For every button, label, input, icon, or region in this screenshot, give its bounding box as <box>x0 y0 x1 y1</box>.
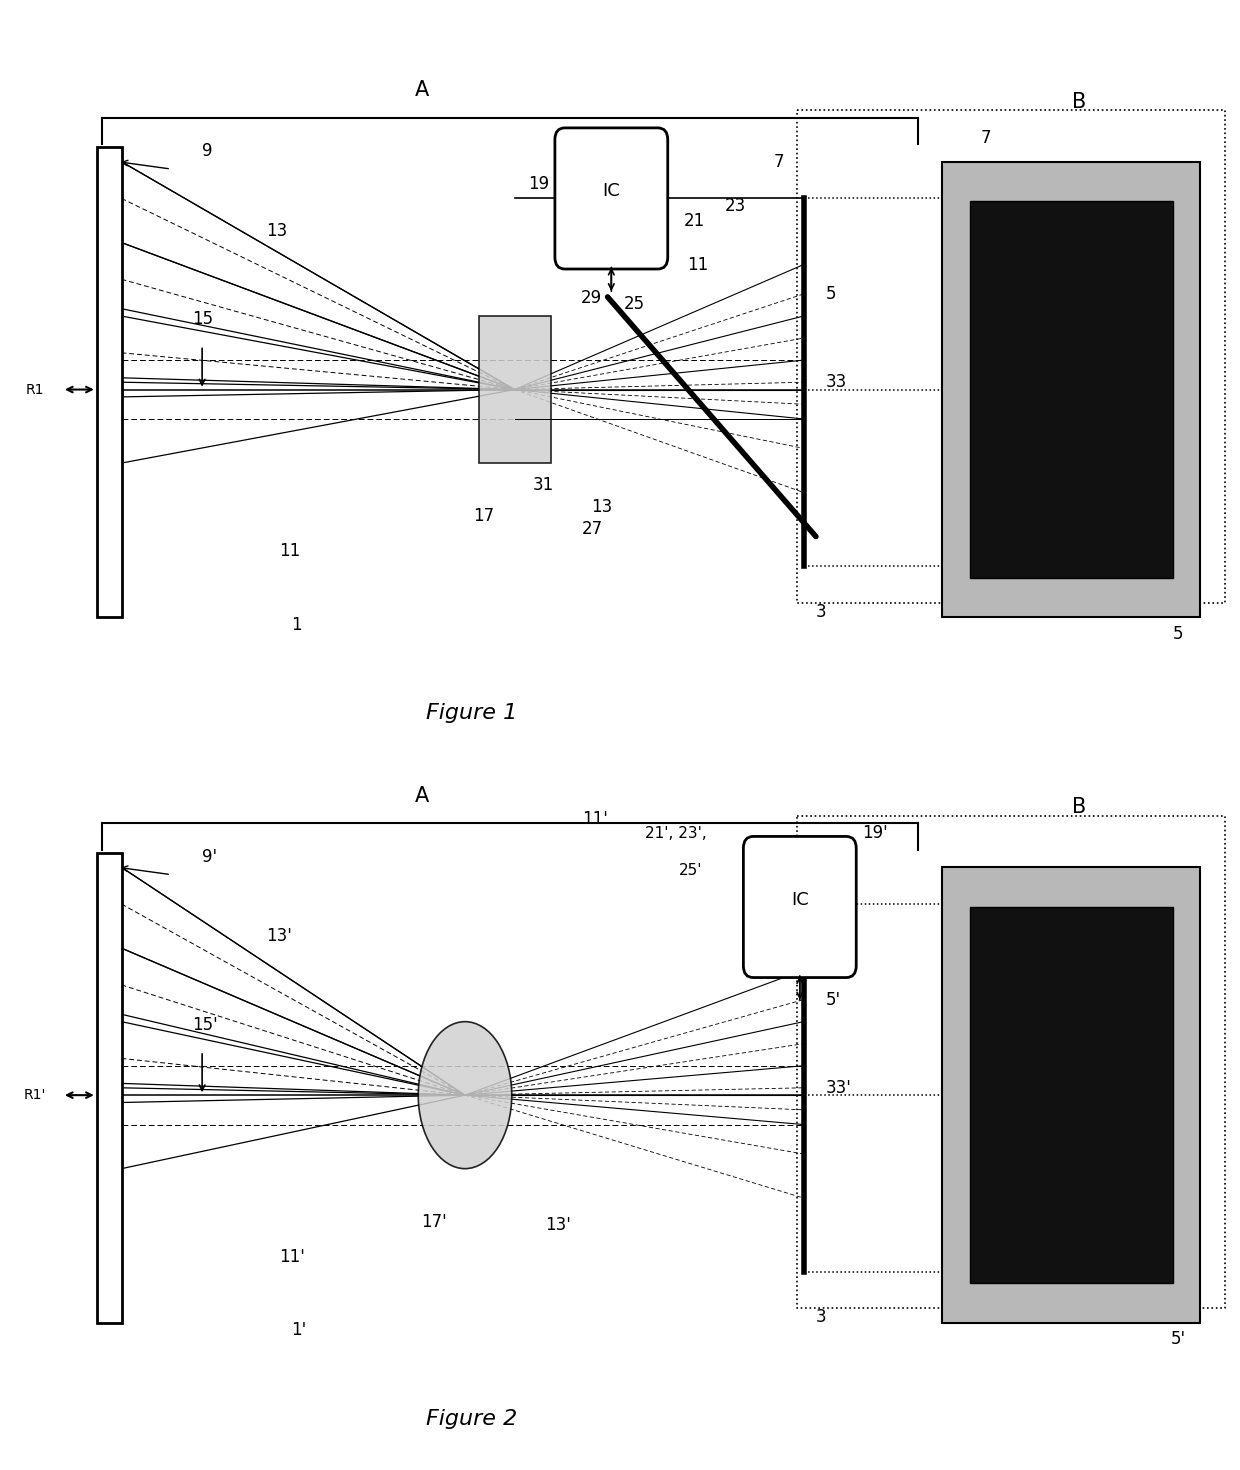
Text: 1': 1' <box>291 1322 306 1339</box>
Text: 7': 7' <box>831 913 846 931</box>
Text: 25: 25 <box>624 295 645 313</box>
Text: 21', 23',: 21', 23', <box>645 826 707 841</box>
Text: B: B <box>1071 797 1086 817</box>
Text: 13: 13 <box>590 498 613 516</box>
Text: 29: 29 <box>580 290 601 307</box>
Text: 17: 17 <box>472 507 495 525</box>
Text: R1: R1 <box>26 382 43 397</box>
Text: 11': 11' <box>583 810 608 828</box>
Text: 7: 7 <box>981 129 991 147</box>
Text: 13': 13' <box>267 928 293 945</box>
Text: 33: 33 <box>826 373 847 391</box>
Text: 13': 13' <box>546 1216 570 1233</box>
Text: 11: 11 <box>279 542 300 560</box>
Text: IC: IC <box>603 182 620 200</box>
Text: R1': R1' <box>24 1088 46 1102</box>
Text: B: B <box>1071 91 1086 112</box>
Text: 9: 9 <box>202 143 212 160</box>
Ellipse shape <box>418 1022 512 1169</box>
Text: 9': 9' <box>202 848 217 866</box>
Text: 13: 13 <box>267 222 288 240</box>
Text: 5: 5 <box>826 285 836 303</box>
Text: 15: 15 <box>192 310 213 328</box>
Bar <box>479 316 551 463</box>
Text: 5': 5' <box>826 991 841 1008</box>
Text: A: A <box>414 785 429 806</box>
Text: 11': 11' <box>279 1248 305 1266</box>
Text: A: A <box>414 79 429 100</box>
Text: 27: 27 <box>582 520 604 538</box>
Bar <box>942 162 1200 617</box>
Text: 7: 7 <box>774 153 784 171</box>
Bar <box>97 853 122 1323</box>
Text: 25': 25' <box>680 863 702 878</box>
Text: 23: 23 <box>724 197 746 215</box>
Text: 31: 31 <box>532 476 554 494</box>
Bar <box>97 147 122 617</box>
Bar <box>942 867 1200 1323</box>
Bar <box>970 907 1173 1283</box>
Text: Figure 1: Figure 1 <box>425 703 517 723</box>
Text: IC: IC <box>791 891 808 908</box>
Text: 5: 5 <box>1173 625 1183 642</box>
Text: 3: 3 <box>816 1308 827 1326</box>
Text: 19: 19 <box>528 175 549 193</box>
Text: 5': 5' <box>1171 1330 1185 1348</box>
Text: 1: 1 <box>291 616 303 634</box>
Text: 17': 17' <box>422 1213 446 1230</box>
Text: 19': 19' <box>862 825 888 842</box>
Text: 3: 3 <box>816 603 827 620</box>
Bar <box>970 201 1173 578</box>
Text: 21: 21 <box>683 212 706 229</box>
Text: 33': 33' <box>826 1079 852 1097</box>
Text: Figure 2: Figure 2 <box>425 1408 517 1429</box>
FancyBboxPatch shape <box>744 836 856 978</box>
Text: 11: 11 <box>687 256 709 273</box>
Text: 15': 15' <box>192 1016 218 1033</box>
FancyBboxPatch shape <box>556 128 667 269</box>
